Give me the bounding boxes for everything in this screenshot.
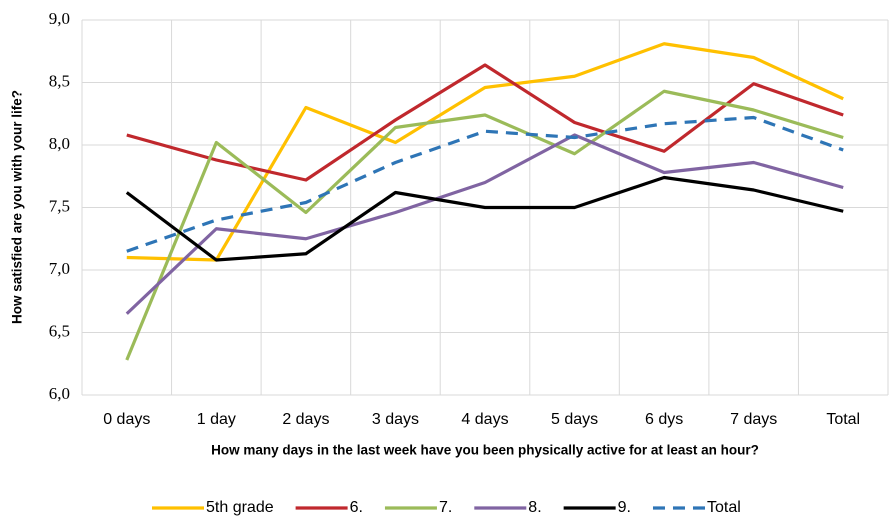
x-tick-label: 3 days: [372, 411, 419, 428]
legend-label: 5th grade: [206, 499, 274, 516]
legend-label: 8.: [528, 499, 541, 516]
x-tick-label: 1 day: [197, 411, 236, 428]
x-axis-title: How many days in the last week have you …: [211, 443, 759, 458]
series-line: [126, 42, 844, 262]
series-line: [125, 89, 844, 361]
legend-label: Total: [707, 499, 741, 516]
x-tick-label: 2 days: [282, 411, 329, 428]
x-tick-label: 6 dys: [645, 411, 683, 428]
y-tick-label: 7,0: [49, 259, 70, 278]
legend-label: 9.: [618, 499, 631, 516]
x-tick-label: 5 days: [551, 411, 598, 428]
y-tick-label: 9,0: [49, 9, 70, 28]
y-tick-label: 6,0: [49, 384, 70, 403]
legend-label: 6.: [350, 499, 363, 516]
y-tick-label: 7,5: [49, 196, 70, 215]
x-tick-label: 7 days: [730, 411, 777, 428]
y-tick-label: 8,5: [49, 71, 70, 90]
series-line: [125, 175, 844, 262]
series-line: [125, 133, 844, 315]
x-tick-label: 4 days: [461, 411, 508, 428]
y-axis-title: How satisfied are you with your life?: [10, 90, 25, 324]
y-tick-label: 6,5: [49, 321, 70, 340]
series-line: [126, 115, 844, 253]
x-tick-label: 0 days: [103, 411, 150, 428]
x-tick-label: Total: [826, 411, 860, 428]
y-tick-label: 8,0: [49, 134, 70, 153]
legend-label: 7.: [439, 499, 452, 516]
